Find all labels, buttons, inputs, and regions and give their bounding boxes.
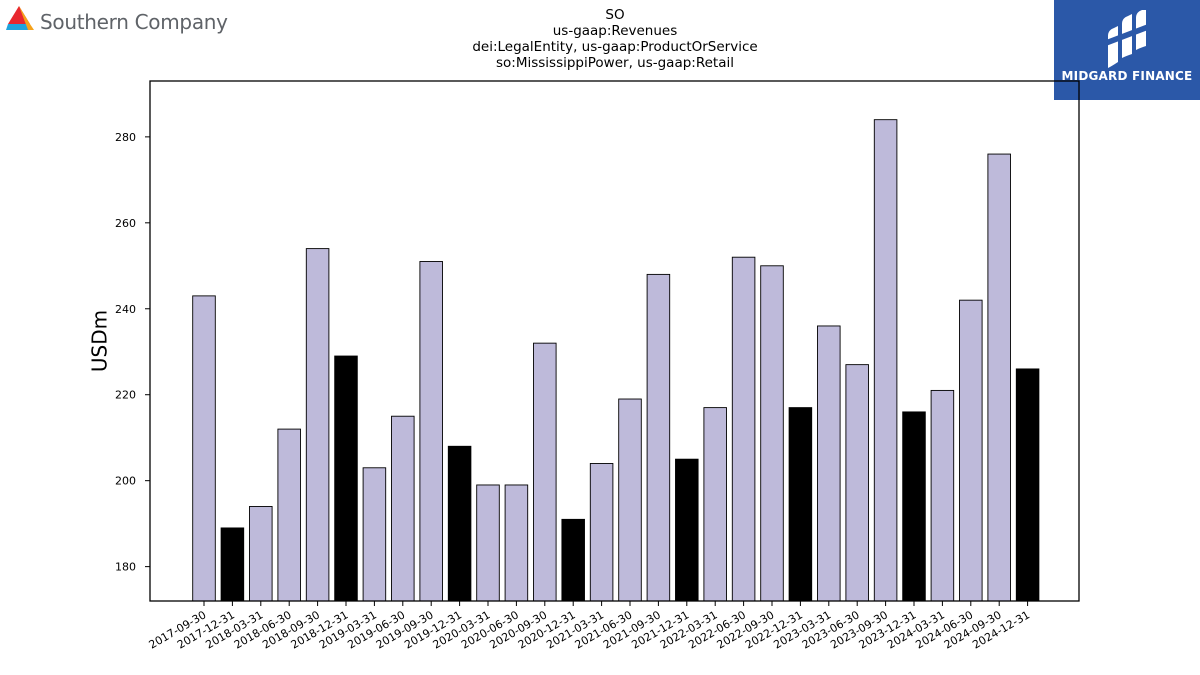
chart-title: SO us-gaap:Revenues dei:LegalEntity, us-…	[415, 7, 815, 71]
bar-2018-06-30	[277, 428, 301, 602]
bar-2024-06-30	[959, 299, 983, 602]
y-tick-label: 260	[115, 217, 136, 230]
bar-2020-12-31	[561, 518, 585, 602]
y-tick-label: 180	[115, 561, 136, 574]
company-name: Southern Company	[40, 10, 228, 34]
bar-2024-03-31	[930, 389, 955, 602]
bar-2020-09-30	[533, 342, 557, 602]
company-brand: Southern Company	[6, 5, 228, 39]
bar-2021-03-31	[589, 463, 614, 602]
chart-title-line-1: SO	[605, 7, 625, 23]
y-axis-label: USDm	[88, 310, 112, 372]
plot-frame	[149, 80, 1080, 602]
bar-2018-03-31	[249, 506, 273, 602]
bar-2022-03-31	[703, 407, 727, 602]
bar-2023-12-31	[902, 411, 926, 602]
y-tick-label: 200	[115, 475, 136, 488]
y-tick-label: 280	[115, 131, 136, 144]
midgard-logo-icon	[1106, 10, 1148, 68]
bar-2023-06-30	[845, 364, 869, 602]
bar-2024-12-31	[1015, 368, 1040, 602]
bar-2022-06-30	[731, 256, 756, 602]
bar-2018-09-30	[305, 248, 330, 602]
bar-2024-09-30	[987, 153, 1011, 602]
bar-2023-09-30	[873, 119, 898, 602]
chart-title-line-2: us-gaap:Revenues	[552, 23, 678, 39]
bar-2020-03-31	[476, 484, 500, 602]
midgard-finance-badge: MIDGARD FINANCE	[1054, 0, 1200, 100]
y-tick-label: 240	[115, 303, 136, 316]
midgard-finance-label: MIDGARD FINANCE	[1061, 69, 1193, 83]
bar-2020-06-30	[504, 484, 529, 602]
x-axis: 2017-09-302017-12-312018-03-312018-06-30…	[147, 601, 1032, 652]
bar-2019-06-30	[391, 415, 415, 602]
bar-2017-12-31	[220, 527, 245, 602]
bar-2019-12-31	[447, 445, 472, 602]
bar-2018-12-31	[334, 355, 358, 602]
bar-2021-06-30	[618, 398, 642, 602]
bar-2021-12-31	[675, 458, 699, 602]
bar-2019-09-30	[419, 261, 443, 602]
bar-2021-09-30	[646, 273, 671, 602]
bar-2017-09-30	[192, 295, 216, 602]
chart-title-line-3: dei:LegalEntity, us-gaap:ProductOrServic…	[472, 39, 758, 55]
y-tick-label: 220	[115, 389, 136, 402]
bar-2019-03-31	[362, 467, 387, 602]
bar-2022-12-31	[788, 407, 813, 602]
bar-2023-03-31	[817, 325, 841, 602]
bars-layer	[192, 119, 1040, 602]
bar-2022-09-30	[760, 265, 784, 602]
y-axis: 180 200 220 240 260 280	[115, 131, 150, 574]
southern-company-triangle-icon	[6, 6, 34, 30]
chart-title-line-4: so:MississippiPower, us-gaap:Retail	[495, 55, 734, 71]
